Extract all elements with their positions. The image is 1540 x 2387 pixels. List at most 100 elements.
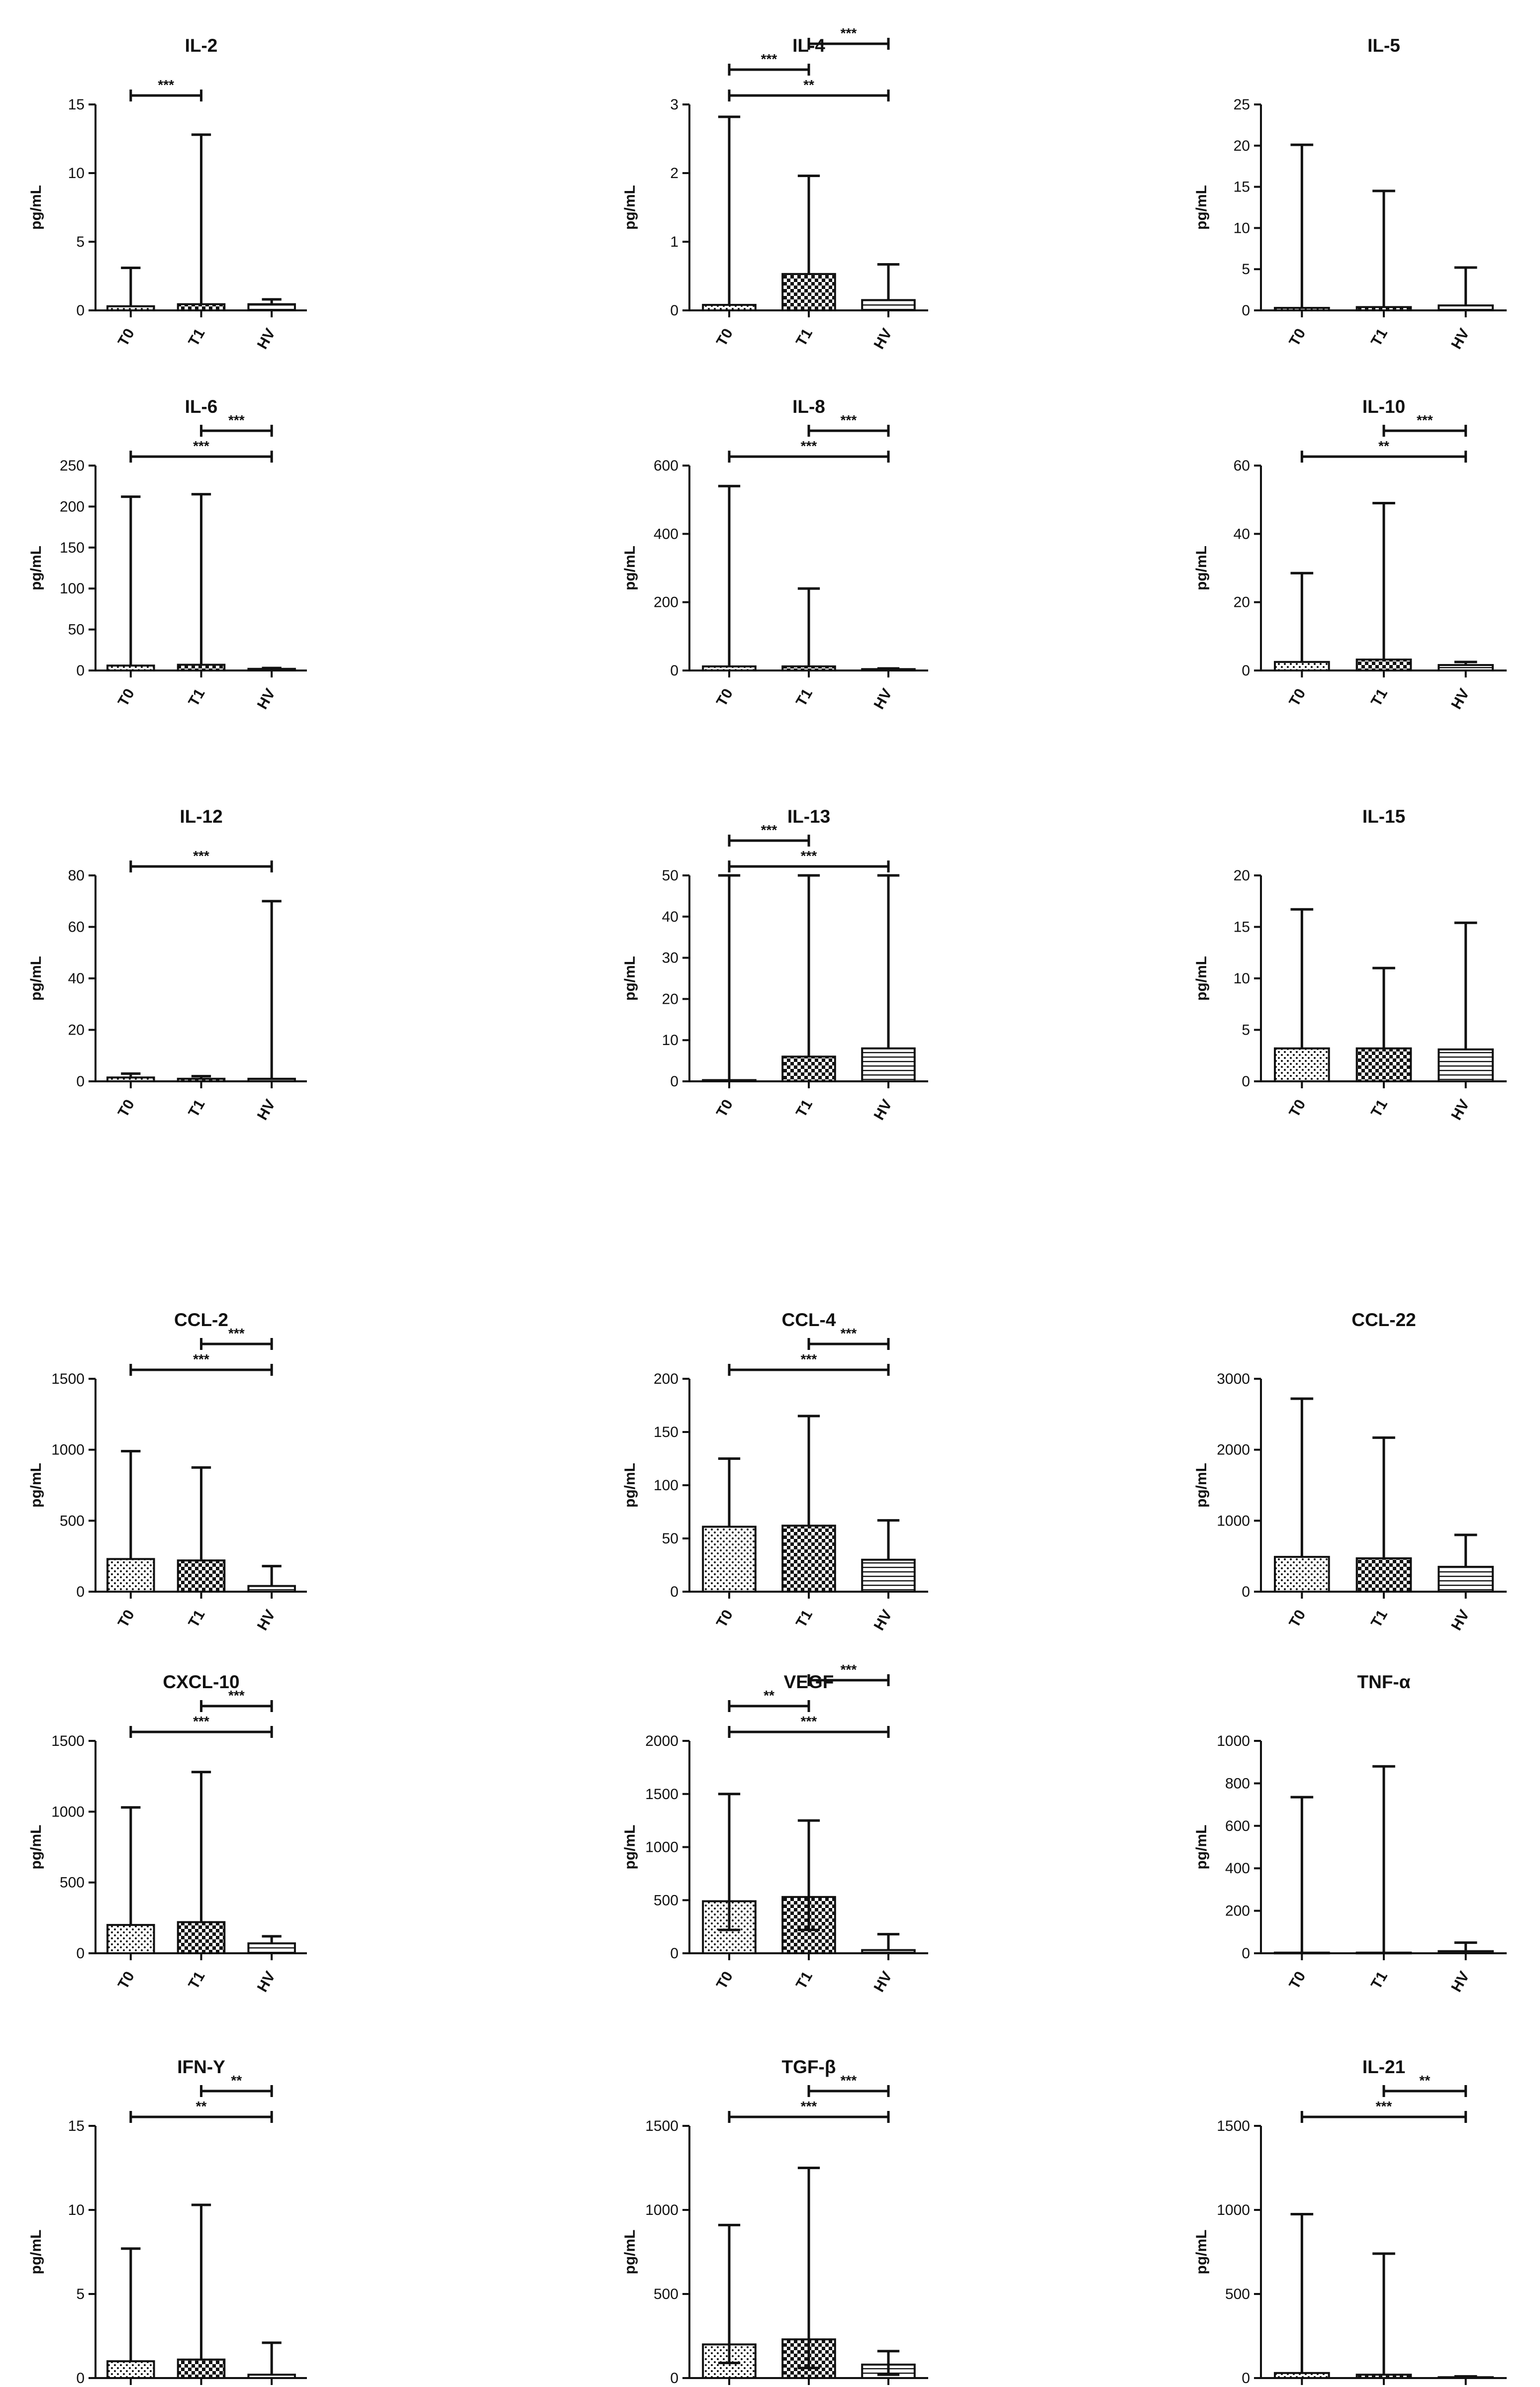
y-tick-label: 20 (1234, 138, 1250, 154)
significance-label: *** (193, 438, 209, 454)
y-tick-label: 0 (76, 2370, 85, 2387)
bar-hv (247, 1942, 296, 1954)
significance-label: *** (193, 1714, 209, 1729)
panel-il-13: IL-13 pg/mL 0 10 20 30 40 50 T0 T1 HV *** *** (622, 806, 928, 1123)
y-tick-label: 1000 (51, 1804, 85, 1820)
x-tick-label-t1: T1 (1368, 1969, 1391, 1992)
y-axis-label: pg/mL (28, 1825, 44, 1870)
x-tick-label-hv: HV (1448, 1607, 1472, 1633)
x-tick-label-hv: HV (871, 1969, 895, 1995)
bar-hv (861, 1558, 916, 1593)
bar-t1 (177, 1559, 226, 1593)
significance-label: *** (193, 848, 209, 863)
significance-bracket: *** (129, 848, 273, 872)
y-tick-label: 1500 (645, 1786, 678, 1803)
significance-label: *** (841, 1326, 857, 1341)
y-tick-label: 10 (68, 165, 85, 182)
y-axis-label: pg/mL (1193, 956, 1210, 1001)
y-tick-label: 500 (654, 1892, 678, 1909)
x-tick-label-t0: T0 (1286, 326, 1309, 349)
y-tick-label: 2000 (645, 1733, 678, 1749)
y-tick-label: 15 (1234, 919, 1250, 936)
bar-t0 (1273, 307, 1330, 311)
x-tick-label-t1: T1 (1368, 1607, 1391, 1630)
panel-title: IL-13 (787, 806, 830, 827)
x-tick-label-hv: HV (254, 1607, 279, 1633)
y-tick-label: 50 (662, 1530, 678, 1547)
bar-t0 (1273, 1556, 1330, 1593)
y-tick-label: 15 (68, 96, 85, 113)
significance-label: *** (761, 822, 777, 838)
x-tick-label-t0: T0 (115, 326, 138, 349)
x-tick-label-t0: T0 (1286, 686, 1309, 709)
x-tick-label-hv: HV (254, 686, 279, 712)
x-tick-label-hv: HV (254, 326, 279, 352)
y-tick-label: 3000 (1217, 1371, 1250, 1387)
panel-title: IL-5 (1367, 35, 1400, 56)
significance-label: ** (1419, 2073, 1430, 2088)
y-tick-label: 10 (662, 1032, 678, 1049)
x-tick-label-t0: T0 (713, 1097, 736, 1120)
y-tick-label: 0 (1242, 2370, 1250, 2387)
x-tick-label-t1: T1 (185, 1097, 208, 1120)
y-axis-label: pg/mL (28, 2230, 44, 2275)
y-tick-label: 0 (76, 302, 85, 319)
bar-hv (861, 299, 916, 311)
x-tick-label-t1: T1 (793, 1097, 816, 1120)
y-tick-label: 1000 (1217, 2202, 1250, 2218)
y-tick-label: 1500 (51, 1733, 85, 1749)
x-tick-label-t0: T0 (713, 1607, 736, 1630)
bar-t1 (177, 664, 226, 671)
y-tick-label: 0 (1242, 663, 1250, 679)
significance-bracket: *** (807, 1662, 890, 1686)
panel-title: IFN-Y (177, 2057, 225, 2077)
y-tick-label: 0 (76, 663, 85, 679)
significance-bracket: *** (807, 1326, 890, 1350)
y-tick-label: 10 (1234, 220, 1250, 236)
x-tick-label-t1: T1 (185, 1969, 208, 1992)
significance-bracket: *** (728, 1351, 890, 1376)
panel-title: IL-12 (180, 806, 222, 827)
y-tick-label: 1000 (1217, 1733, 1250, 1749)
significance-label: *** (1417, 412, 1433, 428)
bar-hv (1438, 1048, 1494, 1083)
y-axis-label: pg/mL (1193, 185, 1210, 230)
x-tick-label-hv: HV (1448, 1097, 1472, 1123)
y-tick-label: 0 (670, 302, 678, 319)
y-tick-label: 150 (654, 1424, 678, 1440)
bar-t0 (1273, 2372, 1330, 2379)
y-axis-label: pg/mL (622, 1825, 638, 1870)
panel-title: CCL-2 (174, 1310, 228, 1330)
bar-t0 (106, 305, 155, 311)
y-tick-label: 2 (670, 165, 678, 182)
y-axis-label: pg/mL (28, 956, 44, 1001)
y-tick-label: 50 (68, 622, 85, 638)
significance-label: ** (803, 77, 814, 93)
bar-hv (861, 1047, 916, 1083)
x-tick-label-t0: T0 (713, 326, 736, 349)
panel-il-2: IL-2 pg/mL 0 5 10 15 T0 T1 HV *** (28, 35, 307, 352)
y-tick-label: 1500 (645, 2118, 678, 2134)
x-tick-label-t1: T1 (793, 326, 816, 349)
significance-bracket: ** (200, 2073, 273, 2097)
y-tick-label: 0 (670, 2370, 678, 2387)
x-tick-label-t1: T1 (185, 326, 208, 349)
significance-label: *** (228, 1688, 245, 1703)
bar-hv (247, 1585, 296, 1593)
bar-t1 (177, 303, 226, 312)
y-tick-label: 5 (1242, 261, 1250, 278)
panel-title: CCL-22 (1351, 1310, 1416, 1330)
significance-bracket: *** (1382, 412, 1467, 437)
y-tick-label: 60 (1234, 458, 1250, 474)
y-tick-label: 500 (1225, 2286, 1250, 2302)
x-tick-label-t1: T1 (793, 1969, 816, 1992)
significance-bracket: *** (728, 1714, 890, 1738)
panel-il-8: IL-8 pg/mL 0 200 400 600 T0 T1 HV *** *** (622, 396, 928, 712)
significance-bracket: *** (728, 438, 890, 463)
significance-label: *** (801, 1714, 817, 1729)
bar-hv (1438, 304, 1494, 312)
